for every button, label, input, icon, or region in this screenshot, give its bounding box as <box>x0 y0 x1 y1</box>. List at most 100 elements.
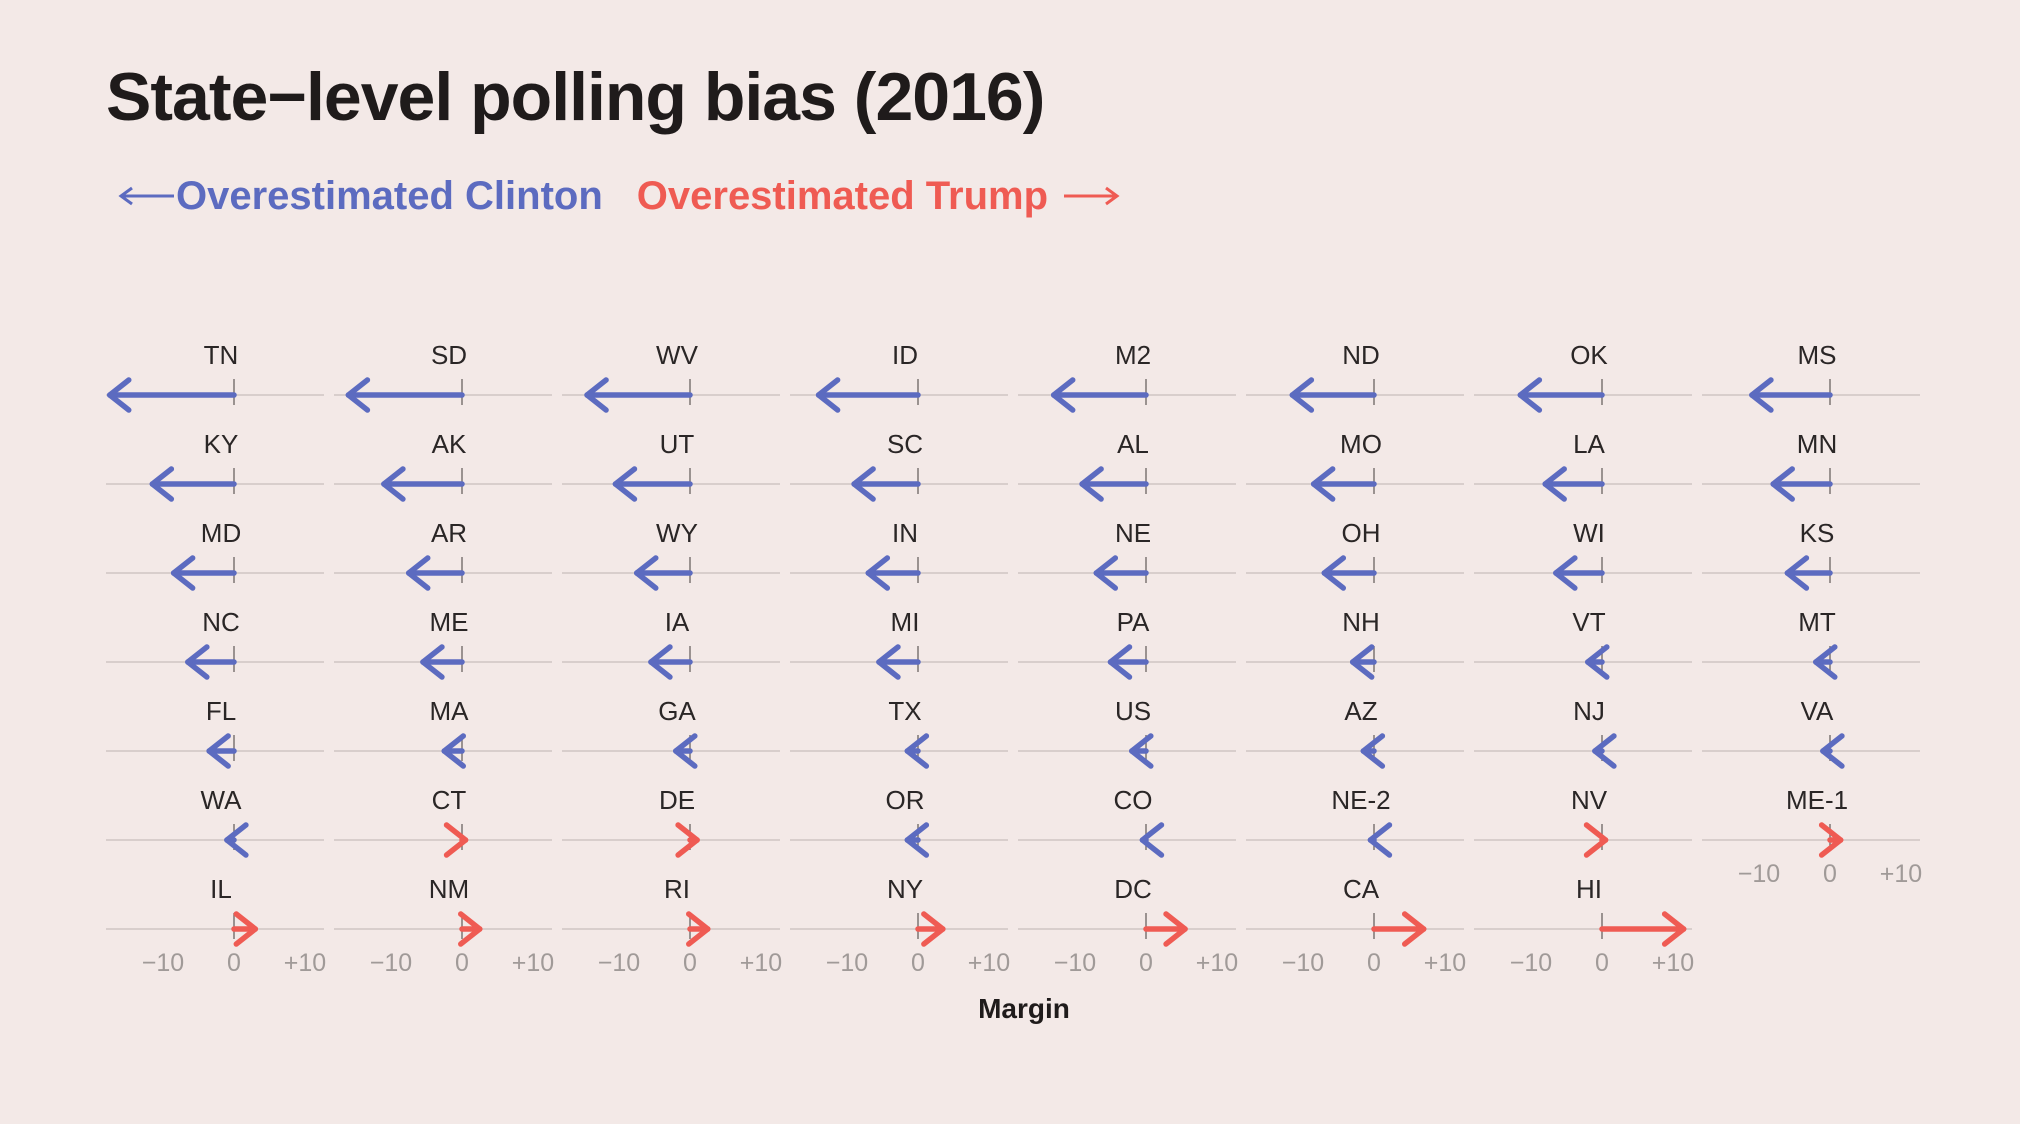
bias-arrow-head-mn <box>1770 466 1795 502</box>
panel-label-md: MD <box>201 518 241 548</box>
panel-label-ne-2: NE-2 <box>1331 785 1390 815</box>
legend: Overestimated Clinton Overestimated Trum… <box>116 166 1124 226</box>
bias-arrow-head-hi <box>1661 911 1687 947</box>
bias-arrow-head-ky <box>149 466 175 502</box>
x-tick-label: −10 <box>826 949 868 977</box>
bias-arrow-head-wv <box>584 377 609 413</box>
panel-label-al: AL <box>1117 429 1149 459</box>
x-axis-title: Margin <box>978 993 1070 1024</box>
panel-label-mo: MO <box>1340 429 1382 459</box>
panel-label-ut: UT <box>660 429 695 459</box>
bias-arrow-head-wi <box>1553 555 1578 591</box>
panel-label-mi: MI <box>891 607 920 637</box>
panel-label-hi: HI <box>1576 874 1602 904</box>
panel-label-va: VA <box>1801 696 1834 726</box>
bias-arrow-head-nh <box>1349 644 1375 680</box>
panel-label-ct: CT <box>432 785 467 815</box>
bias-arrow-head-mi <box>876 644 901 680</box>
panel-label-wa: WA <box>201 785 243 815</box>
x-tick-label: +10 <box>512 949 554 977</box>
bias-arrow-head-fl <box>206 733 231 769</box>
x-tick-label: +10 <box>740 949 782 977</box>
panel-label-oh: OH <box>1342 518 1381 548</box>
x-tick-label: 0 <box>1823 860 1837 888</box>
panel-label-nc: NC <box>202 607 240 637</box>
bias-arrow-head-m2 <box>1050 377 1076 413</box>
legend-trump-label: Overestimated Trump <box>636 173 1049 218</box>
legend-trump: Overestimated Trump <box>637 174 1124 219</box>
panel-label-us: US <box>1115 696 1151 726</box>
panel-label-de: DE <box>659 785 695 815</box>
panel-label-fl: FL <box>206 696 236 726</box>
bias-arrow-head-nm <box>458 911 483 947</box>
bias-arrow-head-vt <box>1585 644 1610 680</box>
panel-label-id: ID <box>892 340 918 370</box>
bias-arrow-head-me-1 <box>1818 822 1844 858</box>
bias-arrow-head-oh <box>1321 555 1347 591</box>
panel-label-ms: MS <box>1798 340 1837 370</box>
panel-label-pa: PA <box>1117 607 1150 637</box>
x-tick-label: −10 <box>1282 949 1324 977</box>
panel-label-m2: M2 <box>1115 340 1151 370</box>
bias-arrow-head-sc <box>851 466 876 502</box>
x-tick-label: −10 <box>142 949 184 977</box>
panel-label-nm: NM <box>429 874 469 904</box>
x-tick-label: +10 <box>1196 949 1238 977</box>
panel-label-wi: WI <box>1573 518 1605 548</box>
bias-arrow-head-nd <box>1289 377 1315 413</box>
panel-label-ma: MA <box>430 696 470 726</box>
bias-arrow-head-il <box>233 911 259 947</box>
panel-label-il: IL <box>210 874 232 904</box>
bias-arrow-head-us <box>1129 733 1154 769</box>
bias-arrow-head-nj <box>1592 733 1617 769</box>
bias-arrow-head-ar <box>406 555 431 591</box>
x-tick-label: −10 <box>370 949 412 977</box>
panel-label-sd: SD <box>431 340 467 370</box>
panel-label-dc: DC <box>1114 874 1152 904</box>
legend-clinton: Overestimated Clinton <box>116 174 603 219</box>
arrow-right-icon <box>1064 186 1120 206</box>
bias-arrow-head-az <box>1360 733 1386 769</box>
panel-label-mn: MN <box>1797 429 1837 459</box>
panel-label-ar: AR <box>431 518 467 548</box>
bias-arrow-head-in <box>865 555 891 591</box>
panel-label-me-1: ME-1 <box>1786 785 1848 815</box>
bias-arrow-head-pa <box>1107 644 1133 680</box>
x-tick-label: +10 <box>1424 949 1466 977</box>
bias-arrow-head-de <box>675 822 700 858</box>
bias-arrow-head-ct <box>443 822 469 858</box>
bias-arrow-head-co <box>1139 822 1165 858</box>
panel-label-or: OR <box>886 785 925 815</box>
panel-label-ak: AK <box>432 429 467 459</box>
bias-arrow-head-ms <box>1749 377 1774 413</box>
bias-arrow-head-or <box>904 822 930 858</box>
x-tick-label: +10 <box>1880 860 1922 888</box>
bias-arrow-head-ny <box>921 911 946 947</box>
panel-label-nd: ND <box>1342 340 1380 370</box>
x-tick-label: 0 <box>455 949 469 977</box>
bias-arrow-head-mo <box>1310 466 1336 502</box>
panel-label-nv: NV <box>1571 785 1608 815</box>
bias-arrow-head-ks <box>1784 555 1810 591</box>
panel-label-la: LA <box>1573 429 1605 459</box>
bias-arrow-head-ne-2 <box>1367 822 1393 858</box>
panel-label-ne: NE <box>1115 518 1151 548</box>
bias-arrow-head-tx <box>904 733 930 769</box>
bias-arrow-head-nv <box>1583 822 1609 858</box>
bias-arrow-head-sd <box>345 377 371 413</box>
x-tick-label: 0 <box>227 949 241 977</box>
panel-label-me: ME <box>430 607 469 637</box>
panel-label-ny: NY <box>887 874 923 904</box>
panel-label-nh: NH <box>1342 607 1380 637</box>
bias-arrow-head-dc <box>1163 911 1188 947</box>
bias-arrow-head-ak <box>381 466 406 502</box>
bias-arrow-head-ma <box>441 733 466 769</box>
panel-label-ok: OK <box>1570 340 1608 370</box>
panel-label-mt: MT <box>1798 607 1836 637</box>
x-tick-label: −10 <box>598 949 640 977</box>
bias-arrow-head-ri <box>686 911 711 947</box>
panel-label-vt: VT <box>1572 607 1605 637</box>
x-tick-label: −10 <box>1054 949 1096 977</box>
panel-label-az: AZ <box>1344 696 1377 726</box>
bias-arrow-head-al <box>1079 466 1104 502</box>
